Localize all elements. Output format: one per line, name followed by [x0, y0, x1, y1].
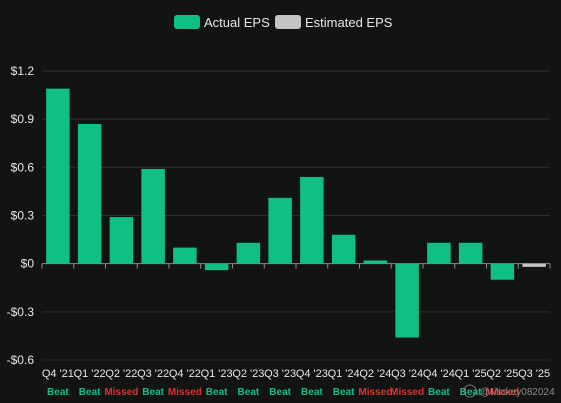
- x-tick-label: Q1 '23: [201, 368, 233, 380]
- y-tick-label: $0: [21, 257, 35, 271]
- x-tick-label: Q2 '24: [359, 368, 391, 380]
- bar-actual-eps: [395, 263, 419, 338]
- x-axis-ticks: Q4 '21 Q1 '22 Q2 '22 Q3 '22 Q4 '22 Q1 '23 Q2 '…: [42, 368, 550, 380]
- bar-estimated-eps: [522, 263, 546, 267]
- result-label-beat: Beat: [333, 387, 355, 398]
- result-label-beat: Beat: [460, 387, 482, 398]
- x-tick-label: Q3 '24: [391, 368, 423, 380]
- gridlines: [41, 70, 551, 361]
- result-label-beat: Beat: [428, 387, 450, 398]
- result-label-beat: Beat: [142, 387, 164, 398]
- y-axis-ticks: -$0.6 -$0.3 $0 $0.3 $0.6 $0.9 $1.2: [7, 64, 35, 367]
- x-tick-label: Q4 '24: [423, 368, 455, 380]
- x-tick-label: Q1 '22: [74, 368, 106, 380]
- x-tick-label: Q1 '24: [328, 368, 360, 380]
- x-tick-label: Q2 '22: [105, 368, 137, 380]
- result-label-missed: Missed: [358, 387, 392, 398]
- bars: [46, 88, 546, 338]
- result-label-beat: Beat: [47, 387, 69, 398]
- x-tick-label: Q4 '23: [296, 368, 328, 380]
- bar-actual-eps: [109, 217, 134, 264]
- result-label-missed: Missed: [104, 387, 138, 398]
- bar-actual-eps: [268, 197, 292, 264]
- bar-actual-eps: [300, 176, 324, 264]
- y-tick-label: $0.3: [11, 209, 35, 223]
- y-tick-label: -$0.3: [7, 305, 35, 319]
- result-label-beat: Beat: [206, 387, 228, 398]
- y-tick-label: $1.2: [11, 64, 35, 78]
- bar-actual-eps: [173, 247, 197, 264]
- bar-actual-eps: [363, 260, 388, 264]
- x-tick-label: Q1 '25: [455, 368, 487, 380]
- bar-actual-eps: [77, 123, 102, 264]
- bar-actual-eps: [141, 168, 165, 264]
- x-tick-label: Q4 '21: [42, 368, 74, 380]
- result-label-beat: Beat: [301, 387, 323, 398]
- result-label-beat: Beat: [238, 387, 260, 398]
- bar-actual-eps: [427, 242, 451, 264]
- x-tick-label: Q3 '22: [137, 368, 169, 380]
- bar-actual-eps: [204, 263, 229, 271]
- x-tick-label: Q2 '25: [486, 368, 518, 380]
- legend-label-actual-eps[interactable]: Actual EPS: [204, 15, 270, 30]
- result-label-missed: Missed: [390, 387, 424, 398]
- bar-actual-eps: [458, 242, 483, 264]
- result-label-beat: Beat: [79, 387, 101, 398]
- watermark-logo-icon: [463, 384, 477, 398]
- x-tick-label: Q4 '22: [169, 368, 201, 380]
- legend[interactable]: Actual EPS Estimated EPS: [174, 15, 393, 30]
- x-tick-label: Q3 '25: [518, 368, 550, 380]
- result-label-missed: Missed: [485, 387, 519, 398]
- legend-label-estimated-eps[interactable]: Estimated EPS: [305, 15, 393, 30]
- legend-swatch-actual-eps[interactable]: [174, 15, 200, 29]
- bar-actual-eps: [46, 88, 70, 264]
- result-label-beat: Beat: [269, 387, 291, 398]
- y-tick-label: -$0.6: [7, 353, 35, 367]
- legend-swatch-estimated-eps[interactable]: [275, 15, 301, 29]
- result-labels: Beat Beat Missed Beat Missed Beat Beat Beat Beat…: [47, 387, 519, 398]
- x-tick-label: Q2 '23: [232, 368, 264, 380]
- watermark-text: @Mickey082024: [480, 387, 555, 398]
- result-label-missed: Missed: [168, 387, 202, 398]
- bar-actual-eps: [236, 242, 261, 264]
- bar-actual-eps: [490, 263, 515, 280]
- x-tick-label: Q3 '23: [264, 368, 296, 380]
- y-tick-label: $0.9: [11, 112, 35, 126]
- bar-actual-eps: [331, 234, 356, 264]
- watermark: @Mickey082024: [463, 384, 555, 398]
- y-tick-label: $0.6: [11, 160, 35, 174]
